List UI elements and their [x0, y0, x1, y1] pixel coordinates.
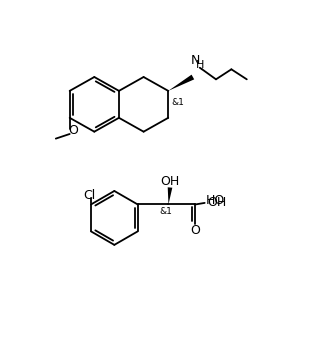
Text: N: N [191, 54, 200, 67]
Text: &1: &1 [160, 207, 172, 216]
Text: H: H [196, 60, 204, 71]
Text: O: O [68, 124, 79, 137]
Text: O: O [191, 224, 200, 237]
Text: OH: OH [160, 175, 180, 188]
Text: &1: &1 [171, 98, 184, 107]
Text: OH: OH [208, 196, 227, 209]
Text: HO: HO [206, 194, 225, 207]
Polygon shape [168, 187, 172, 204]
Polygon shape [168, 75, 194, 91]
Text: Cl: Cl [83, 189, 96, 202]
